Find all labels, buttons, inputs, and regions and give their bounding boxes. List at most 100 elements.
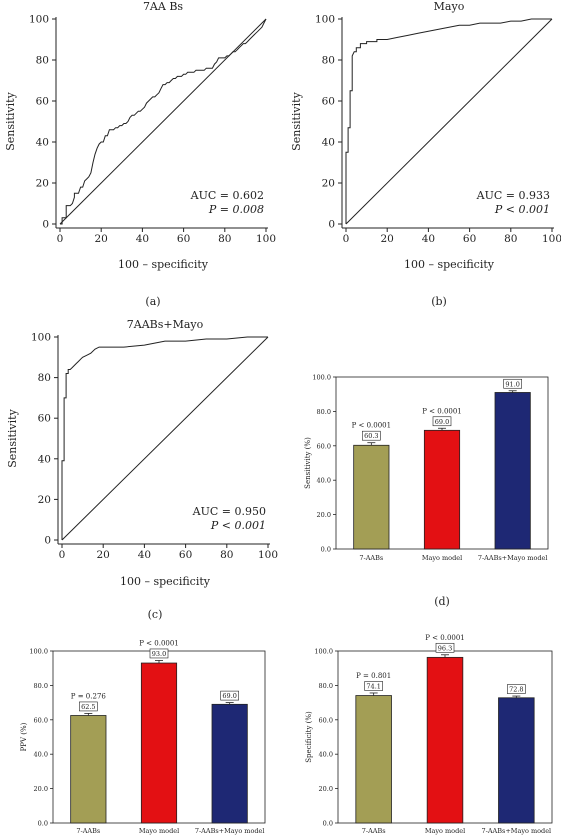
y-tick-label-f-5: 100.0 xyxy=(314,648,333,656)
chart-title-b: Mayo xyxy=(434,0,465,13)
y-tick-label-f-0: 0.0 xyxy=(323,820,333,828)
y-tick-label-a-0: 0 xyxy=(42,219,49,231)
x-tick-label-a-100: 100 xyxy=(256,233,276,245)
bar-e-1 xyxy=(140,662,178,824)
auc-annotation-a: AUC = 0.602 xyxy=(190,189,264,202)
y-tick-label-d-3: 60.0 xyxy=(317,442,331,450)
p-label-f-1: P < 0.0001 xyxy=(425,634,465,642)
y-tick-label-d-4: 80.0 xyxy=(317,408,331,416)
bar-f-2 xyxy=(498,697,535,824)
category-label-f-1: Mayo model xyxy=(425,827,465,835)
x-tick-label-a-80: 80 xyxy=(218,233,231,245)
y-tick-label-d-2: 40.0 xyxy=(317,477,331,485)
y-axis-label-c: Sensitivity xyxy=(6,408,19,467)
category-label-e-0: 7-AABs xyxy=(76,827,100,835)
value-label-f-2: 72.8 xyxy=(509,686,523,694)
y-tick-label-b-100: 100 xyxy=(315,14,335,26)
y-axis-label-d: Sensitivity (%) xyxy=(304,437,312,489)
p-label-e-0: P = 0.276 xyxy=(71,692,107,700)
y-axis-label-b: Sensitivity xyxy=(290,91,303,150)
value-label-e-1: 93.0 xyxy=(152,650,166,658)
y-tick-label-f-3: 60.0 xyxy=(319,716,333,724)
value-box-e-0 xyxy=(79,701,98,712)
reference-diagonal-b xyxy=(345,18,553,225)
x-tick-label-b-80: 80 xyxy=(504,233,517,245)
y-axis-label-a: Sensitivity xyxy=(4,91,17,150)
y-tick-label-b-20: 20 xyxy=(322,178,335,190)
category-label-f-0: 7-AABs xyxy=(362,827,386,835)
x-tick-label-c-100: 100 xyxy=(258,549,278,561)
x-tick-label-a-20: 20 xyxy=(95,233,108,245)
auc-annotation-c: AUC = 0.950 xyxy=(192,505,266,518)
x-tick-label-b-40: 40 xyxy=(422,233,435,245)
y-tick-label-e-2: 40.0 xyxy=(34,751,48,759)
category-label-e-2: 7-AABs+Mayo model xyxy=(195,827,265,835)
value-box-f-1 xyxy=(435,642,455,653)
x-tick-label-b-60: 60 xyxy=(463,233,476,245)
y-tick-label-f-2: 40.0 xyxy=(319,751,333,759)
value-label-f-1: 96.3 xyxy=(438,644,452,652)
p-label-d-0: P < 0.0001 xyxy=(352,422,392,430)
x-tick-label-c-20: 20 xyxy=(97,549,110,561)
y-axis-label-f: Specificity (%) xyxy=(305,711,313,763)
bar-e-0 xyxy=(70,715,107,824)
y-axis-label-e: PPV (%) xyxy=(20,722,28,751)
y-tick-label-c-100: 100 xyxy=(31,332,51,344)
roc-curve-b xyxy=(345,18,552,224)
chart-title-a: 7AA Bs xyxy=(143,0,183,13)
p-annotation-b: P < 0.001 xyxy=(494,203,550,216)
panel-label-a: (a) xyxy=(145,295,160,308)
bar-d-1 xyxy=(423,429,461,550)
value-box-e-2 xyxy=(220,690,239,701)
y-tick-label-b-40: 40 xyxy=(322,137,335,149)
category-label-d-2: 7-AABs+Mayo model xyxy=(478,554,548,562)
category-label-f-2: 7-AABs+Mayo model xyxy=(482,827,552,835)
x-tick-label-b-0: 0 xyxy=(343,233,350,245)
y-tick-label-f-1: 20.0 xyxy=(319,785,333,793)
x-tick-label-a-40: 40 xyxy=(136,233,149,245)
x-tick-label-b-20: 20 xyxy=(381,233,394,245)
value-label-f-0: 74.1 xyxy=(366,682,380,690)
roc-curve-a xyxy=(60,18,267,225)
y-tick-label-c-80: 80 xyxy=(38,372,51,384)
value-label-e-2: 69.0 xyxy=(222,692,236,700)
x-tick-label-c-60: 60 xyxy=(179,549,192,561)
bar-d-0 xyxy=(353,444,390,550)
y-tick-label-a-60: 60 xyxy=(36,96,49,108)
value-label-d-1: 69.0 xyxy=(435,418,449,426)
y-tick-label-c-0: 0 xyxy=(44,535,51,547)
y-tick-label-b-0: 0 xyxy=(328,219,335,231)
y-tick-label-a-20: 20 xyxy=(36,178,49,190)
reference-diagonal-c xyxy=(61,336,269,541)
chart-title-c: 7AABs+Mayo xyxy=(127,318,204,331)
x-axis-label-c: 100 – specificity xyxy=(120,575,211,588)
value-box-f-0 xyxy=(364,681,383,691)
auc-annotation-b: AUC = 0.933 xyxy=(476,189,550,202)
x-axis-label-b: 100 – specificity xyxy=(404,258,495,271)
bar-d-2 xyxy=(494,392,531,550)
y-tick-label-e-4: 80.0 xyxy=(34,682,48,690)
panel-label-c: (c) xyxy=(148,608,163,621)
y-tick-label-e-5: 100.0 xyxy=(29,648,48,656)
roc-curve-c xyxy=(61,336,268,540)
p-label-f-0: P = 0.801 xyxy=(356,672,391,680)
x-tick-label-c-0: 0 xyxy=(59,549,66,561)
p-annotation-a: P = 0.008 xyxy=(208,203,264,216)
p-annotation-c: P < 0.001 xyxy=(210,519,266,532)
bar-f-0 xyxy=(355,695,392,824)
panel-label-b: (b) xyxy=(431,295,447,308)
y-tick-label-c-40: 40 xyxy=(38,453,51,465)
y-tick-label-f-4: 80.0 xyxy=(319,682,333,690)
y-tick-label-a-80: 80 xyxy=(36,55,49,67)
y-tick-label-e-3: 60.0 xyxy=(34,716,48,724)
y-tick-label-d-1: 20.0 xyxy=(317,511,331,519)
x-tick-label-a-0: 0 xyxy=(57,233,64,245)
y-tick-label-b-60: 60 xyxy=(322,96,335,108)
category-label-d-1: Mayo model xyxy=(422,554,462,562)
value-box-d-0 xyxy=(362,430,381,441)
panel-label-d: (d) xyxy=(434,595,450,608)
x-tick-label-c-80: 80 xyxy=(220,549,233,561)
p-label-e-1: P < 0.0001 xyxy=(139,639,179,647)
y-tick-label-e-1: 20.0 xyxy=(34,785,48,793)
